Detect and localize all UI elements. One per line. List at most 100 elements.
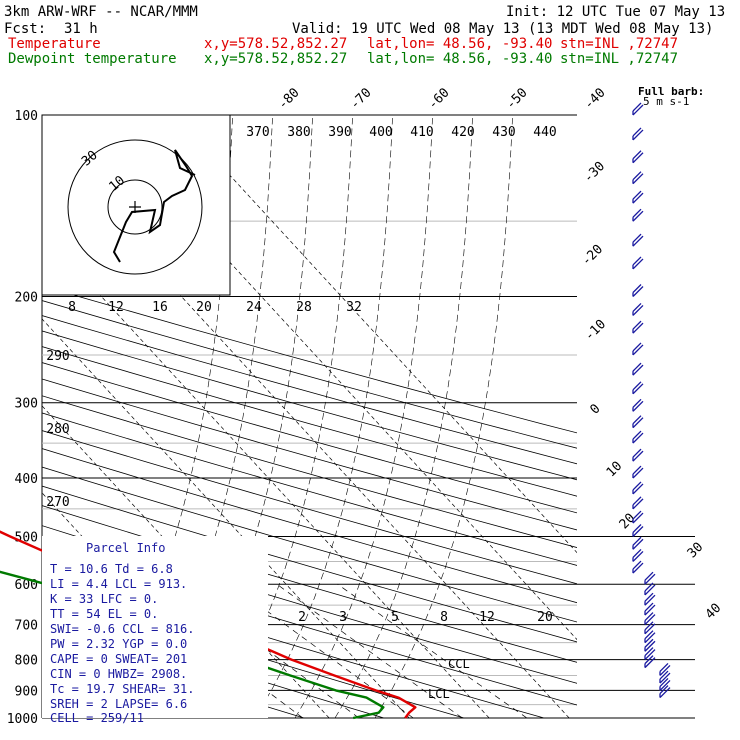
isotherm-line — [42, 318, 410, 718]
wind-barb-flag — [632, 233, 642, 243]
sounding-profiles — [0, 530, 417, 720]
wind-barb-flag — [644, 614, 656, 626]
wind-barb — [632, 398, 644, 412]
isotherm-right-label: 0 — [587, 401, 603, 417]
wind-barb-flag — [632, 258, 644, 270]
mixing-ratio-label: 3 — [339, 610, 347, 625]
dry-adiabat-line — [42, 362, 577, 514]
wind-barb-flag — [644, 630, 654, 640]
pressure-tick-label: 1000 — [7, 712, 38, 727]
wind-barb — [659, 685, 671, 699]
wind-barb-flag — [632, 498, 644, 510]
wind-barb-flag — [632, 362, 642, 372]
dry-adiabat-line — [42, 300, 577, 449]
hodograph-ring-inner — [107, 179, 163, 235]
wind-barb-flag — [632, 398, 642, 408]
forecast-label: Fcst: — [4, 21, 46, 37]
wind-barb-flag — [644, 612, 654, 622]
wind-barb-flag — [632, 320, 642, 330]
wind-barb-flag — [632, 417, 644, 429]
wind-barb — [632, 190, 644, 204]
mixing-ratio-line — [337, 583, 528, 718]
dewpoint-legend: Dewpoint temperature — [8, 51, 177, 67]
parcel-row: SWI= -0.6 CCL = 816. — [50, 622, 195, 636]
wind-barb-flag — [632, 286, 644, 297]
wind-barb — [632, 102, 644, 116]
wind-barb — [632, 415, 644, 429]
wind-barb — [632, 362, 644, 376]
isotherm-top-label: -40 — [581, 85, 608, 112]
moist-adiabat-line — [294, 117, 433, 718]
theta-e-label: 400 — [369, 125, 392, 140]
wind-barb-flag — [632, 208, 642, 218]
hodograph-scale-label: 12 — [108, 300, 124, 315]
wind-barb — [632, 171, 644, 185]
wind-barb — [659, 662, 671, 676]
dry-adiabat-line — [42, 611, 386, 718]
isotherm-top-label: -70 — [347, 85, 374, 112]
hodograph-scale-label: 32 — [346, 300, 362, 315]
theta-e-label: 370 — [246, 125, 269, 140]
wind-barb-flag — [632, 210, 644, 222]
wind-barb-flag — [632, 467, 644, 479]
isotherm-right-label: -20 — [579, 242, 606, 269]
pressure-tick-label: 300 — [15, 397, 38, 412]
wind-barb-flag — [644, 638, 654, 648]
temperature-line — [0, 530, 417, 719]
hodograph-ring-outer — [67, 139, 203, 275]
wind-barb-flag — [644, 584, 656, 596]
theta-e-label: 420 — [451, 125, 474, 140]
mixing-ratio-line — [230, 583, 414, 718]
wind-barb — [632, 510, 644, 524]
wind-barb-flag — [632, 430, 642, 440]
isotherm-top-label: -80 — [275, 85, 302, 112]
wind-barb-flag — [632, 562, 644, 574]
wind-barb — [632, 481, 644, 495]
lcl-annotation: LCL — [428, 687, 450, 701]
wind-barb-flag — [644, 655, 654, 665]
wind-barb-flag — [632, 303, 642, 312]
dry-adiabat-line — [42, 285, 577, 434]
barb-legend: Full barb: — [638, 85, 704, 98]
wind-barb-flag — [632, 152, 644, 164]
wind-barb — [632, 560, 644, 574]
wind-barb-flag — [659, 687, 671, 699]
wind-barb — [632, 303, 644, 316]
parcel-row: CELL = 259/11 — [50, 711, 144, 725]
wind-barb-flag — [632, 344, 644, 356]
wind-barb — [644, 655, 656, 669]
isotherm-right-label: -30 — [581, 159, 608, 186]
wind-barb — [632, 256, 644, 270]
wind-barb-flag — [632, 481, 642, 491]
wind-barb-flag — [632, 190, 642, 200]
wind-barb — [632, 150, 644, 164]
mixing-ratio-label: 2 — [298, 610, 306, 625]
wind-barb — [632, 536, 644, 550]
dry-adiabat-label: 270 — [46, 495, 69, 510]
dry-adiabat-line — [42, 346, 577, 497]
dewpoint-xy: x,y=578.52,852.27 — [204, 51, 347, 67]
wind-barb-flag — [644, 621, 654, 631]
dry-adiabat-label: 290 — [46, 349, 69, 364]
init-time: Init: 12 UTC Tue 07 May 13 — [506, 4, 725, 20]
parcel-row: Tc = 19.7 SHEAR= 31. — [50, 682, 195, 696]
wind-barb-flag — [644, 623, 656, 635]
wind-barb-flag — [644, 582, 654, 592]
wind-barb-flag — [644, 592, 654, 602]
hodograph-scale-label: 16 — [152, 300, 168, 315]
mixing-ratio-label: 5 — [391, 610, 399, 625]
wind-barb-flag — [632, 448, 642, 458]
wind-barbs — [632, 102, 671, 699]
wind-barb-flag — [632, 284, 642, 293]
wind-barb-flag — [632, 432, 644, 444]
dry-adiabat-line — [42, 315, 577, 465]
wind-barb-flag — [632, 364, 644, 376]
wind-barb-flag — [632, 173, 644, 185]
wind-barb — [632, 127, 644, 141]
isotherm-line — [174, 115, 577, 554]
wind-barb-flag — [644, 602, 654, 612]
wind-barb-flag — [632, 235, 644, 247]
parcel-row: LI = 4.4 LCL = 913. — [50, 577, 187, 591]
hodograph-scale-label: 28 — [296, 300, 312, 315]
